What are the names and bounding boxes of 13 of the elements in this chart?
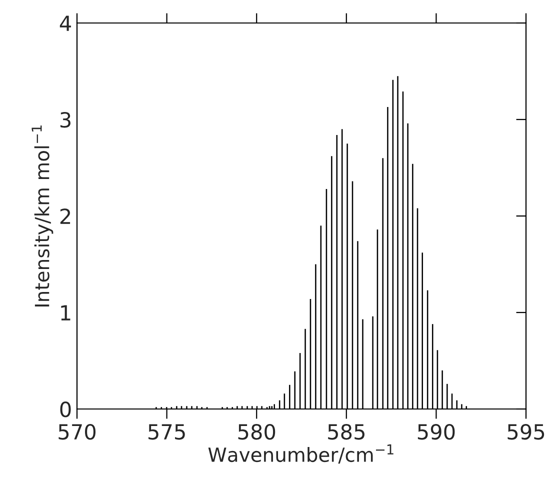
x-tick-label: 590 bbox=[418, 424, 455, 440]
y-tick-label: 2 bbox=[60, 208, 70, 224]
x-tick-label: 595 bbox=[508, 424, 544, 440]
x-tick-label: 585 bbox=[328, 424, 364, 440]
y-axis-title: Intensity/km mol$^{−1}$ bbox=[32, 126, 54, 306]
x-axis-title: Wavenumber/cm$^{−1}$ bbox=[208, 444, 394, 464]
x-tick-label: 580 bbox=[238, 424, 276, 440]
x-tick-label: 575 bbox=[148, 424, 185, 440]
x-tick-label: 570 bbox=[58, 424, 96, 440]
y-tick-label: 4 bbox=[60, 16, 71, 31]
y-tick-label: 0 bbox=[60, 401, 71, 418]
y-tick-label: 3 bbox=[60, 112, 70, 128]
y-tick-label: 1 bbox=[61, 305, 70, 320]
